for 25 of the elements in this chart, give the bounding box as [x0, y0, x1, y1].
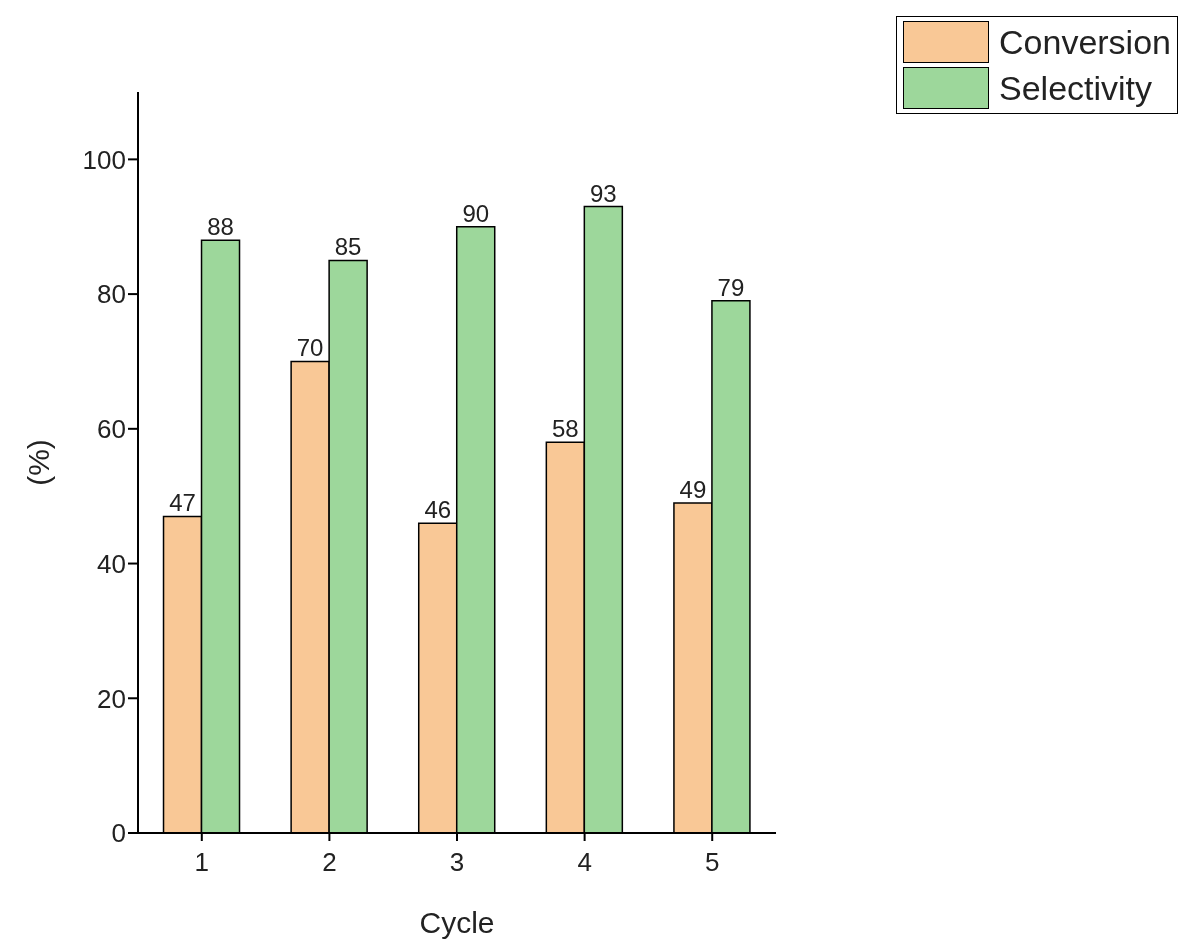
data-label: 88 — [207, 213, 234, 241]
data-label: 58 — [551, 415, 579, 443]
data-label: 90 — [462, 199, 490, 227]
y-tick-label: 60 — [97, 414, 126, 445]
x-tick-label: 1 — [194, 847, 210, 878]
y-tick-label: 80 — [97, 279, 126, 310]
y-tick-label: 100 — [82, 144, 126, 175]
data-label: 47 — [169, 489, 196, 517]
x-tick-label: 3 — [449, 847, 465, 878]
legend-label: Conversion — [999, 22, 1171, 62]
y-tick-label: 0 — [111, 818, 126, 849]
y-tick-label: 40 — [97, 548, 126, 579]
x-tick-label: 5 — [704, 847, 720, 878]
data-label: 46 — [424, 496, 452, 524]
data-label: 70 — [296, 334, 324, 362]
x-axis-title: Cycle — [419, 906, 495, 939]
data-label: 49 — [679, 475, 707, 503]
x-tick-label: 2 — [322, 847, 337, 878]
x-tick-label: 4 — [577, 847, 592, 878]
data-label: 79 — [717, 273, 745, 301]
legend-label: Selectivity — [999, 68, 1153, 108]
y-axis-title: (%) — [21, 439, 55, 486]
data-label: 85 — [334, 233, 362, 261]
y-tick-label: 20 — [97, 683, 126, 714]
data-label: 93 — [589, 179, 617, 207]
